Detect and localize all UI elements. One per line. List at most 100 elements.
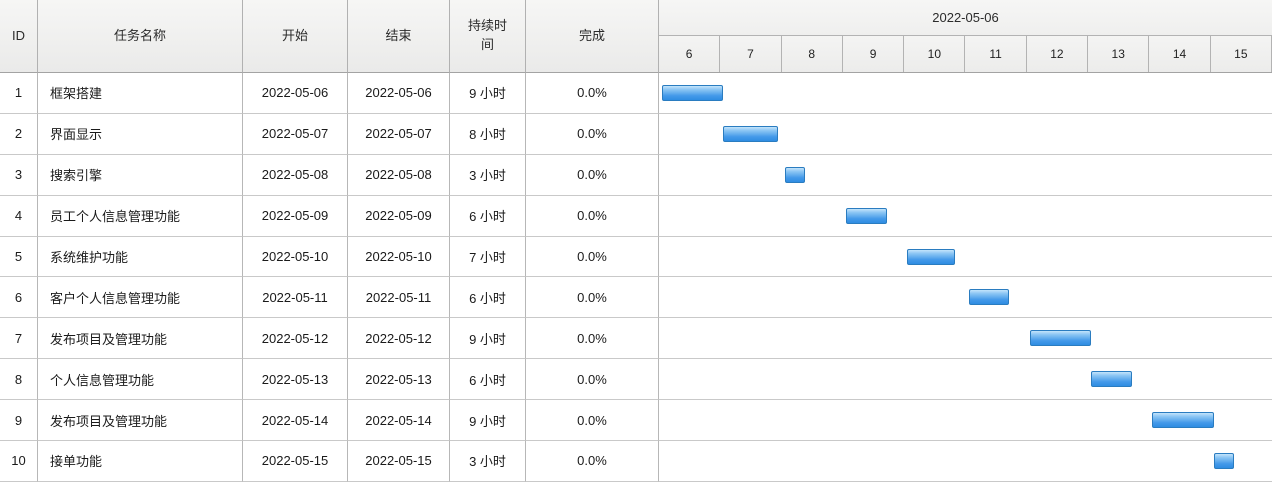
task-name-cell: 框架搭建	[38, 73, 243, 114]
timeline-month-label: 2022-05-06	[932, 10, 999, 25]
gantt-row	[659, 154, 1272, 196]
timeline-days-row: 6 7 8 9 10 11 12 13 14 15	[659, 36, 1272, 73]
column-header-start-label: 开始	[281, 27, 308, 43]
task-start-cell: 2022-05-13	[243, 359, 348, 401]
task-start-cell: 2022-05-07	[243, 113, 348, 155]
task-duration-cell: 8 小时	[450, 113, 526, 155]
task-duration-cell: 9 小时	[450, 318, 526, 360]
column-header-complete-label: 完成	[578, 27, 605, 43]
day-header-7: 7	[720, 36, 782, 72]
task-name-cell: 客户个人信息管理功能	[38, 277, 243, 319]
task-duration-cell: 6 小时	[450, 195, 526, 237]
gantt-bar[interactable]	[907, 248, 955, 265]
column-header-name-label: 任务名称	[113, 27, 166, 43]
column-header-duration: 持续时间	[450, 0, 526, 73]
task-name-cell: 发布项目及管理功能	[38, 318, 243, 360]
task-complete-cell: 0.0%	[526, 73, 659, 114]
day-header-15: 15	[1211, 36, 1272, 72]
task-end-cell: 2022-05-13	[348, 359, 450, 401]
task-complete-cell: 0.0%	[526, 195, 659, 237]
task-start-cell: 2022-05-14	[243, 400, 348, 442]
gantt-bar[interactable]	[662, 85, 724, 101]
task-id-cell: 7	[0, 318, 38, 360]
table-row[interactable]: 5 系统维护功能 2022-05-10 2022-05-10 7 小时 0.0%	[0, 236, 659, 278]
task-end-cell: 2022-05-06	[348, 73, 450, 114]
task-end-cell: 2022-05-11	[348, 277, 450, 319]
task-id-cell: 9	[0, 400, 38, 442]
task-id-cell: 3	[0, 154, 38, 196]
task-start-cell: 2022-05-08	[243, 154, 348, 196]
task-end-cell: 2022-05-10	[348, 236, 450, 278]
task-complete-cell: 0.0%	[526, 154, 659, 196]
gantt-row	[659, 318, 1272, 360]
task-complete-cell: 0.0%	[526, 400, 659, 442]
gantt-bar[interactable]	[784, 166, 806, 183]
gantt-bar[interactable]	[1213, 453, 1235, 470]
task-table: ID 任务名称 开始 结束 持续时间 完成 1 框架搭建 2022-05-06 202…	[0, 0, 659, 482]
gantt-chart-body	[659, 73, 1272, 482]
task-start-cell: 2022-05-15	[243, 441, 348, 482]
day-header-13: 13	[1088, 36, 1150, 72]
task-end-cell: 2022-05-08	[348, 154, 450, 196]
task-end-cell: 2022-05-09	[348, 195, 450, 237]
task-complete-cell: 0.0%	[526, 277, 659, 319]
task-complete-cell: 0.0%	[526, 113, 659, 155]
table-row[interactable]: 2 界面显示 2022-05-07 2022-05-07 8 小时 0.0%	[0, 113, 659, 155]
task-start-cell: 2022-05-09	[243, 195, 348, 237]
task-duration-cell: 9 小时	[450, 73, 526, 114]
column-header-end-label: 结束	[385, 27, 412, 43]
table-row[interactable]: 6 客户个人信息管理功能 2022-05-11 2022-05-11 6 小时 0.0%	[0, 277, 659, 319]
task-start-cell: 2022-05-10	[243, 236, 348, 278]
day-header-11: 11	[965, 36, 1027, 72]
column-header-id: ID	[0, 0, 38, 73]
task-name-cell: 界面显示	[38, 113, 243, 155]
task-duration-cell: 7 小时	[450, 236, 526, 278]
gantt-bar[interactable]	[1091, 371, 1132, 388]
gantt-row	[659, 195, 1272, 237]
gantt-bar[interactable]	[1029, 330, 1092, 347]
column-header-name: 任务名称	[38, 0, 243, 73]
gantt-bar[interactable]	[845, 207, 887, 224]
task-table-header: ID 任务名称 开始 结束 持续时间 完成	[0, 0, 659, 73]
task-name-cell: 个人信息管理功能	[38, 359, 243, 401]
column-header-start: 开始	[243, 0, 348, 73]
table-row[interactable]: 8 个人信息管理功能 2022-05-13 2022-05-13 6 小时 0.0%	[0, 359, 659, 401]
day-header-6: 6	[659, 36, 721, 72]
table-row[interactable]: 3 搜索引擎 2022-05-08 2022-05-08 3 小时 0.0%	[0, 154, 659, 196]
table-row[interactable]: 1 框架搭建 2022-05-06 2022-05-06 9 小时 0.0%	[0, 73, 659, 114]
day-header-10: 10	[904, 36, 966, 72]
column-header-duration-label: 持续时间	[467, 18, 507, 52]
gantt-bar[interactable]	[723, 125, 778, 142]
task-id-cell: 5	[0, 236, 38, 278]
gantt-bar[interactable]	[1152, 412, 1214, 429]
table-row[interactable]: 10 接单功能 2022-05-15 2022-05-15 3 小时 0.0%	[0, 441, 659, 482]
timeline-month-row: 2022-05-06	[659, 0, 1272, 36]
task-complete-cell: 0.0%	[526, 441, 659, 482]
task-name-cell: 发布项目及管理功能	[38, 400, 243, 442]
gantt-row	[659, 73, 1272, 114]
task-start-cell: 2022-05-12	[243, 318, 348, 360]
day-header-8: 8	[782, 36, 843, 72]
gantt-row	[659, 113, 1272, 155]
table-row[interactable]: 4 员工个人信息管理功能 2022-05-09 2022-05-09 6 小时 0.0%	[0, 195, 659, 237]
task-id-cell: 6	[0, 277, 38, 319]
task-end-cell: 2022-05-15	[348, 441, 450, 482]
task-complete-cell: 0.0%	[526, 359, 659, 401]
day-header-14: 14	[1149, 36, 1211, 72]
task-end-cell: 2022-05-12	[348, 318, 450, 360]
task-duration-cell: 3 小时	[450, 441, 526, 482]
task-id-cell: 8	[0, 359, 38, 401]
task-complete-cell: 0.0%	[526, 318, 659, 360]
task-name-cell: 系统维护功能	[38, 236, 243, 278]
task-end-cell: 2022-05-14	[348, 400, 450, 442]
task-name-cell: 员工个人信息管理功能	[38, 195, 243, 237]
column-header-id-label: ID	[12, 27, 25, 43]
gantt-bar[interactable]	[968, 289, 1010, 306]
task-complete-cell: 0.0%	[526, 236, 659, 278]
table-row[interactable]: 9 发布项目及管理功能 2022-05-14 2022-05-14 9 小时 0.0%	[0, 400, 659, 442]
gantt-row	[659, 400, 1272, 442]
table-row[interactable]: 7 发布项目及管理功能 2022-05-12 2022-05-12 9 小时 0.0%	[0, 318, 659, 360]
timeline: 2022-05-06 6 7 8 9 10 11 12 13 14 15	[659, 0, 1272, 482]
gantt-row	[659, 441, 1272, 482]
